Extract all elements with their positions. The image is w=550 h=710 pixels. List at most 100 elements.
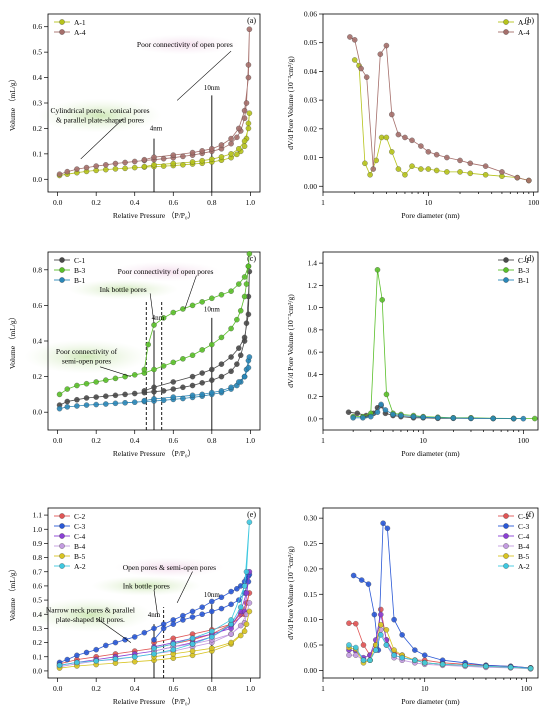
data-point xyxy=(160,163,167,169)
y-tick-label: 0.9 xyxy=(33,539,43,548)
data-point xyxy=(444,169,450,175)
data-point xyxy=(74,166,80,172)
data-point xyxy=(241,373,248,380)
legend-marker xyxy=(59,19,65,25)
data-point xyxy=(228,325,234,332)
data-point xyxy=(83,649,90,656)
x-axis-label: Pore diameter (nm) xyxy=(401,211,460,220)
data-point xyxy=(151,637,157,643)
x-tick-label: 1.0 xyxy=(246,198,256,207)
data-point xyxy=(228,354,234,360)
data-point xyxy=(421,652,428,658)
panel-a: 0.0 0.2 0.4 0.6 0.8 1.0 0.0 0.1 0.2 0.3 0.4 0.5 0.6 R… xyxy=(8,13,261,220)
data-point xyxy=(56,662,63,669)
data-point xyxy=(112,160,119,167)
y-tick-label: 0.00 xyxy=(304,182,317,191)
data-point xyxy=(378,611,384,618)
y-tick-label: 0.01 xyxy=(304,153,317,162)
data-point xyxy=(189,159,196,165)
y-tick-label: 0.8 xyxy=(33,265,43,274)
data-point xyxy=(160,397,167,404)
legend-marker xyxy=(59,523,65,529)
data-point xyxy=(112,166,119,172)
legend-label: A-1 xyxy=(518,18,530,27)
data-point xyxy=(237,622,244,629)
data-point xyxy=(412,657,418,663)
data-point xyxy=(228,588,234,595)
data-point xyxy=(378,621,384,628)
annotation-pointer xyxy=(176,571,193,604)
y-tick-label: 1.2 xyxy=(308,281,318,290)
data-point xyxy=(421,660,428,666)
data-point xyxy=(199,347,205,353)
data-point xyxy=(218,154,225,160)
legend-label: A-2 xyxy=(518,562,530,571)
data-point xyxy=(526,177,532,184)
x-tick-label: 0.0 xyxy=(53,436,63,445)
y-tick-label: 0.03 xyxy=(304,96,317,105)
data-point xyxy=(433,151,440,158)
y-tick-label: 0.10 xyxy=(304,615,317,624)
legend-label: C-4 xyxy=(518,532,530,541)
data-point xyxy=(189,352,196,358)
data-point xyxy=(141,156,148,163)
data-point xyxy=(418,143,424,149)
data-point xyxy=(160,155,167,162)
data-point xyxy=(180,356,186,362)
y-tick-label: 0.4 xyxy=(308,370,318,379)
y-tick-label: 0.02 xyxy=(304,124,317,133)
data-point xyxy=(395,131,402,138)
data-point xyxy=(131,399,138,405)
data-point xyxy=(122,159,128,166)
annotation-shade xyxy=(110,261,221,282)
panel-label: (c) xyxy=(247,254,256,263)
y-tick-label: 1.0 xyxy=(33,525,43,534)
y-tick-label: 0.7 xyxy=(33,567,43,576)
data-point xyxy=(199,157,205,164)
legend-label: B-3 xyxy=(518,266,530,275)
data-point xyxy=(112,656,119,662)
data-point xyxy=(218,291,225,298)
data-point xyxy=(131,390,138,397)
data-point xyxy=(371,611,378,618)
data-point xyxy=(209,156,215,162)
data-point xyxy=(353,652,359,658)
y-axis-label: dV/d Pore Volume (10⁻³cm³/g) xyxy=(286,56,295,150)
x-axis-label: Relative Pressure （P/P₀） xyxy=(113,449,195,458)
data-point xyxy=(141,629,148,636)
y-tick-label: 0.0 xyxy=(33,408,43,417)
data-point xyxy=(170,160,177,167)
annotation-text: Poor connectivity of open pores xyxy=(118,267,214,276)
series-line xyxy=(354,59,529,181)
data-point xyxy=(93,379,99,385)
data-point xyxy=(112,392,119,399)
y-tick-label: 0.05 xyxy=(304,641,317,650)
x-axis-label: Pore diameter (nm) xyxy=(401,697,460,706)
data-point xyxy=(122,400,128,406)
data-point xyxy=(358,577,365,583)
data-point xyxy=(372,647,379,653)
annotation-pointer xyxy=(176,50,232,101)
data-point xyxy=(462,662,468,669)
data-point xyxy=(189,373,196,380)
legend-marker xyxy=(503,19,509,25)
data-point xyxy=(418,166,424,172)
data-point xyxy=(399,654,405,661)
panel-label: (f) xyxy=(526,510,534,519)
data-point xyxy=(74,659,80,666)
y-tick-label: 0.0 xyxy=(308,414,318,423)
data-point xyxy=(374,409,381,415)
legend-marker xyxy=(59,563,65,569)
data-point xyxy=(237,307,244,314)
data-point xyxy=(362,160,368,167)
y-tick-label: 0.0 xyxy=(33,175,43,184)
y-tick-label: 0.5 xyxy=(33,596,43,605)
legend-marker xyxy=(503,513,509,519)
data-point xyxy=(93,658,99,664)
y-tick-label: 0.8 xyxy=(33,553,43,562)
data-point xyxy=(199,604,205,610)
data-point xyxy=(243,590,250,596)
y-axis-label: Volume （mL/g） xyxy=(8,565,17,621)
y-tick-label: 0.05 xyxy=(304,38,317,47)
data-point xyxy=(520,415,527,422)
